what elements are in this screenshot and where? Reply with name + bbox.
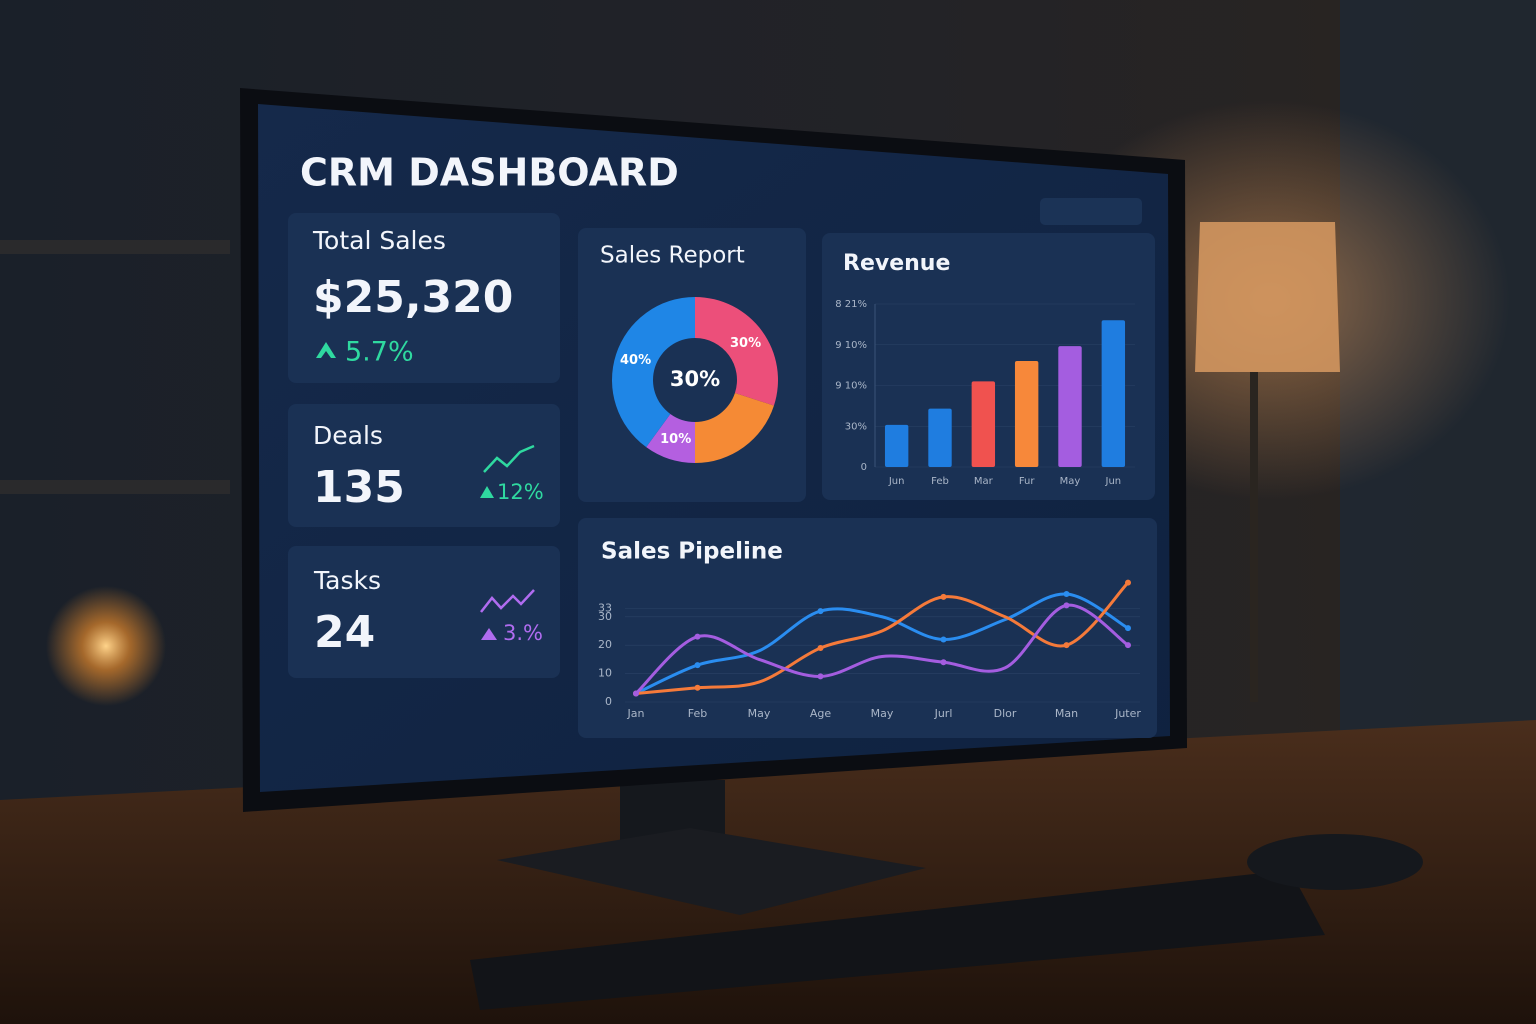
sparkline	[480, 589, 535, 613]
line-point	[633, 690, 639, 697]
x-tick-label: May	[748, 707, 771, 720]
bar	[1058, 346, 1082, 467]
kpi-value: $25,320	[313, 272, 513, 323]
kpi-label: Tasks	[313, 566, 381, 595]
line-point	[1063, 602, 1070, 609]
kpi-value: 135	[313, 462, 405, 513]
lamp-light	[46, 586, 166, 706]
line-point	[817, 608, 824, 615]
center-label: 30%	[670, 367, 720, 391]
up-arrow	[316, 342, 336, 358]
x-tick-label: Jun	[1105, 476, 1122, 487]
mouse	[1247, 834, 1423, 890]
kpi-change: 5.7%	[345, 337, 414, 368]
line-point	[694, 633, 701, 640]
kpi-card	[288, 546, 560, 678]
up-arrow	[481, 628, 497, 640]
dashboard-title: CRM DASHBOARD	[300, 151, 679, 195]
up-arrow	[480, 486, 494, 498]
data-label: 40%	[620, 353, 651, 368]
line-point	[1125, 579, 1131, 586]
lamp-stand	[1250, 372, 1258, 702]
x-tick-label: Feb	[688, 707, 707, 720]
y-tick-label: 10	[598, 667, 612, 680]
data-label: 10%	[660, 432, 691, 447]
chart-title: Sales Pipeline	[601, 539, 783, 565]
kpi-change: 12%	[497, 480, 544, 504]
x-tick-label: Feb	[931, 476, 949, 487]
x-tick-label: Jan	[627, 707, 645, 720]
bar	[884, 424, 909, 467]
x-tick-label: Jurl	[934, 707, 953, 720]
line-point	[1125, 625, 1131, 632]
x-tick-label: Juter	[1114, 707, 1141, 720]
y-tick-label: 9 10%	[835, 381, 867, 392]
keyboard	[470, 870, 1325, 1010]
y-tick-label: 8 21%	[835, 299, 867, 310]
line-point	[1063, 591, 1070, 598]
shelf	[0, 240, 230, 254]
line-point	[940, 636, 947, 643]
donut-segment	[695, 297, 778, 406]
kpi-label: Deals	[313, 421, 383, 450]
y-tick-label: 30%	[845, 421, 867, 432]
lamp-shade	[1195, 222, 1340, 372]
line-point	[940, 593, 947, 600]
line-point	[694, 662, 701, 669]
x-tick-label: Fur	[1019, 476, 1036, 487]
x-tick-label: Man	[1055, 707, 1078, 720]
kpi-label: Total Sales	[312, 226, 446, 255]
x-tick-label: Age	[810, 707, 832, 720]
y-tick-label: 20	[598, 638, 612, 651]
y-tick-label: 0	[861, 462, 867, 473]
line-point	[1063, 642, 1070, 649]
x-tick-label: May	[871, 707, 894, 720]
line-point	[1125, 642, 1131, 649]
kpi-value: 24	[314, 607, 375, 658]
toolbar	[1040, 198, 1142, 225]
line-series	[634, 581, 1130, 695]
y-tick-label: 0	[605, 695, 612, 708]
y-tick-label: 9 10%	[835, 340, 867, 351]
sparkline	[483, 444, 535, 473]
x-tick-label: Mar	[974, 476, 994, 487]
donut-segment	[695, 392, 774, 463]
chart-title: Revenue	[843, 251, 950, 276]
kpi-card	[288, 213, 560, 383]
bar	[1101, 320, 1126, 467]
y-tick-label: 33	[598, 601, 612, 614]
x-tick-label: May	[1060, 476, 1081, 487]
y-tick-label: 30	[598, 610, 612, 623]
data-label: 30%	[730, 336, 761, 351]
line-point	[817, 673, 824, 680]
bar	[971, 381, 996, 467]
line-series	[634, 603, 1130, 695]
donut-segment	[646, 413, 695, 463]
line-point	[940, 659, 947, 666]
x-tick-label: Dlor	[994, 707, 1017, 720]
shelf	[0, 480, 230, 494]
donut-segment	[612, 296, 695, 448]
bar	[1014, 361, 1039, 467]
bar	[928, 408, 952, 467]
monitor-base	[497, 828, 926, 915]
chart-title: Sales Report	[600, 243, 745, 269]
line-series	[634, 592, 1130, 695]
x-tick-label: Jun	[888, 476, 905, 487]
panel	[578, 518, 1157, 738]
kpi-change: 3.%	[503, 621, 543, 645]
line-point	[817, 645, 824, 652]
line-point	[694, 684, 701, 691]
